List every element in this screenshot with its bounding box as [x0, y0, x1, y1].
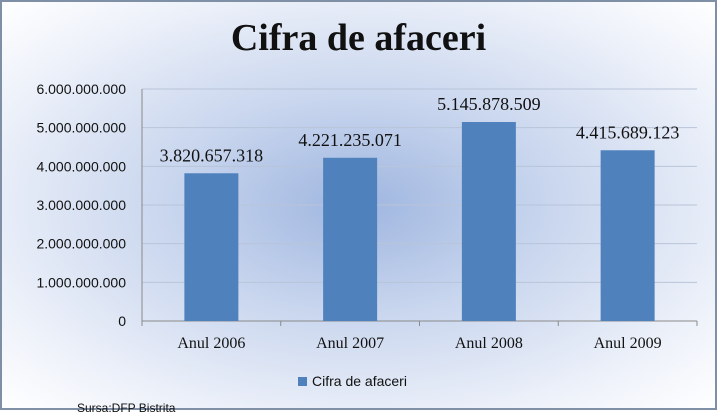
legend-swatch [298, 376, 307, 386]
y-tick-label: 5.000.000.000 [36, 120, 126, 136]
y-tick-label: 6.000.000.000 [36, 81, 126, 97]
y-tick-label: 4.000.000.000 [36, 158, 126, 174]
data-label: 4.221.235.071 [298, 130, 402, 150]
x-tick-label: Anul 2009 [594, 335, 662, 352]
data-label: 5.145.878.509 [437, 94, 541, 114]
source-note: Sursa:DFP Bistrita [77, 401, 176, 415]
bar [184, 173, 239, 321]
plot-area: 0 1.000.000.000 2.000.000.000 3.000.000.000… [36, 81, 698, 352]
legend: Cifra de afaceri [298, 373, 407, 389]
y-tick-label: 1.000.000.000 [36, 274, 126, 290]
data-label: 3.820.657.318 [160, 145, 264, 165]
x-tick-label: Anul 2007 [316, 335, 384, 352]
bar [323, 157, 378, 321]
x-tick-label: Anul 2008 [455, 335, 523, 352]
y-tick-label: 3.000.000.000 [36, 197, 126, 213]
y-tick-label: 0 [118, 313, 126, 329]
legend-label: Cifra de afaceri [312, 373, 407, 389]
chart-title: Cifra de afaceri [230, 17, 487, 59]
bar [461, 122, 516, 321]
y-tick-label: 2.000.000.000 [36, 236, 126, 252]
data-label: 4.415.689.123 [576, 122, 680, 142]
bar [600, 150, 655, 321]
x-tick-label: Anul 2006 [177, 335, 245, 352]
